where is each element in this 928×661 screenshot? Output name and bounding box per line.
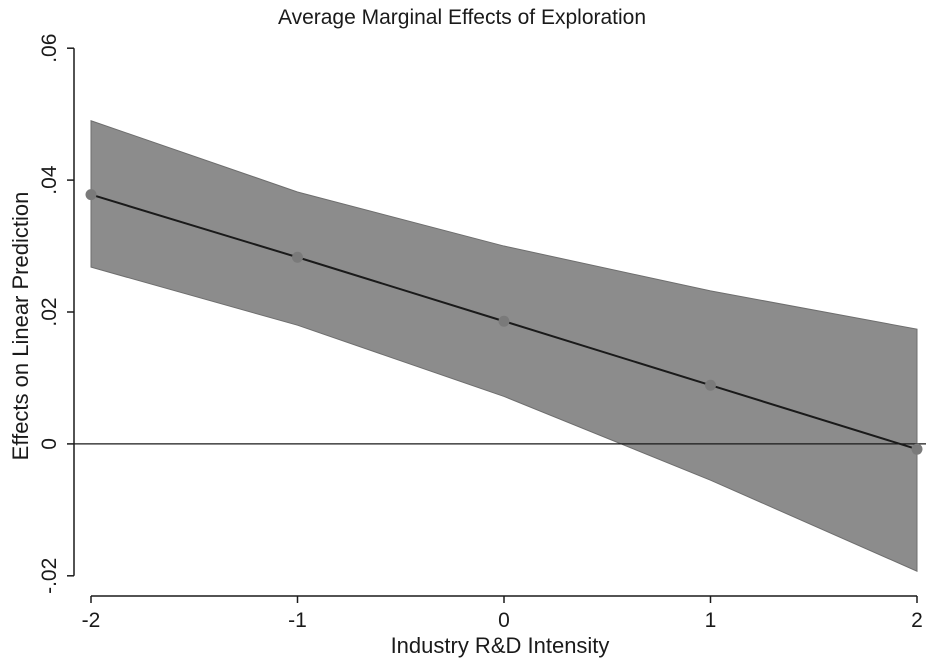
x-axis: -2 -1 0 1 2 xyxy=(82,595,923,632)
y-tick-label: .06 xyxy=(38,34,61,63)
x-ticks: -2 -1 0 1 2 xyxy=(82,596,923,632)
effect-marker xyxy=(911,443,923,455)
x-tick-label: 0 xyxy=(498,609,510,632)
x-tick-label: -2 xyxy=(82,609,101,632)
y-ticks: -.02 0 .02 .04 .06 xyxy=(38,34,74,594)
effect-marker xyxy=(85,189,97,201)
x-tick-label: -1 xyxy=(288,609,307,632)
effect-marker xyxy=(292,251,303,263)
effect-markers xyxy=(85,189,923,455)
y-axis: -.02 0 .02 .04 .06 xyxy=(38,34,75,594)
effect-marker xyxy=(498,315,510,327)
effect-marker xyxy=(705,379,716,391)
x-tick-label: 2 xyxy=(911,609,923,632)
chart-title: Average Marginal Effects of Exploration xyxy=(278,6,646,29)
x-tick-label: 1 xyxy=(705,609,717,632)
x-axis-label: Industry R&D Intensity xyxy=(391,633,610,658)
y-axis-label: Effects on Linear Prediction xyxy=(8,192,33,461)
y-tick-label: -.02 xyxy=(38,558,61,594)
plot-area xyxy=(74,120,926,572)
y-tick-label: .04 xyxy=(38,165,61,195)
y-tick-label: .02 xyxy=(38,297,61,326)
confidence-band xyxy=(90,120,918,572)
y-tick-label: 0 xyxy=(38,438,61,450)
